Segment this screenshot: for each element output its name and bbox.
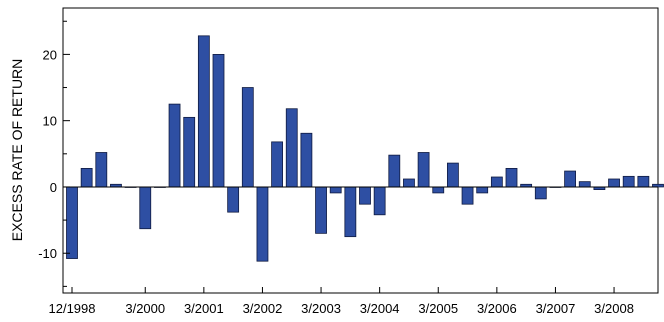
bar [168,103,181,188]
bar [476,186,489,194]
bar [139,186,152,230]
bar [505,167,518,188]
bar [359,186,371,205]
bar [490,176,503,188]
bar [637,175,650,188]
x-axis: 12/1998 3/2000 3/2001 3/2002 3/2003 3/2004 3/2… [49,287,634,316]
bars-group [66,35,664,262]
bar [608,178,620,188]
y-axis: -10 0 10 20 [38,20,70,287]
bar [66,186,78,259]
bar [564,170,576,188]
plot-frame [62,7,659,294]
bar [315,186,327,234]
bar [300,132,313,188]
x-tick-label: 3/2003 [301,301,341,316]
bar [432,186,445,194]
bar [373,186,386,216]
x-tick-label: 3/2002 [243,301,283,316]
y-tick-label: -10 [38,246,57,261]
bar [256,186,269,262]
bar [446,162,459,188]
x-tick-label: 3/2000 [125,301,165,316]
bar [197,35,210,188]
bar [227,186,240,213]
y-tick-label: 20 [43,47,57,62]
bar [388,154,401,188]
bar [344,186,357,238]
x-tick-label: 3/2001 [184,301,224,316]
bar [212,54,225,188]
y-tick-label: 0 [50,180,57,195]
bar [578,181,591,188]
y-tick-label: 10 [43,114,57,129]
bar [241,87,254,188]
x-tick-label: 3/2007 [536,301,576,316]
bar [534,186,547,200]
bar [285,108,298,188]
bar [417,152,430,188]
bar [329,186,342,194]
bar [80,167,93,188]
bar [271,141,284,188]
x-tick-label: 3/2008 [594,301,634,316]
x-tick-label: 3/2006 [477,301,517,316]
y-axis-title: EXCESS RATE OF RETURN [9,59,25,242]
x-tick-label: 3/2005 [418,301,458,316]
bar [403,178,415,188]
x-tick-label: 12/1998 [49,301,96,316]
bar [183,116,196,188]
x-tick-label: 3/2004 [360,301,400,316]
bar [622,175,635,188]
bar [461,186,474,205]
bar [95,152,108,188]
